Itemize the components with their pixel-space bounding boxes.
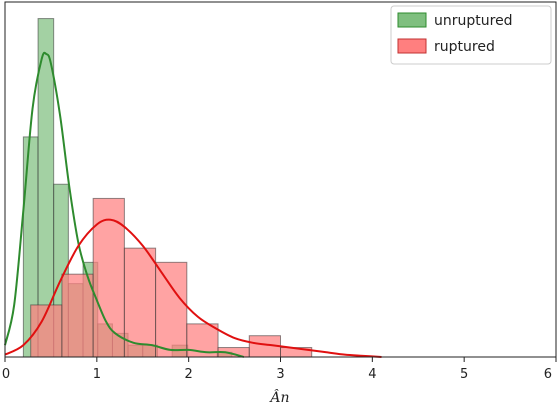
- x-tick-label-1: 1: [93, 367, 101, 382]
- x-axis-label: Ân: [268, 388, 289, 406]
- legend-swatch-ruptured: [397, 38, 427, 54]
- x-tick-label-3: 3: [276, 367, 284, 382]
- x-tick-label-2: 2: [185, 367, 193, 382]
- x-tick-label-0: 0: [2, 367, 10, 382]
- legend-label-unruptured: unruptured: [434, 13, 513, 29]
- bar-ruptured-2: [92, 197, 125, 358]
- kde-curves: [4, 51, 382, 358]
- x-axis-ticks: 0 1 2 3 4 5 6: [2, 357, 557, 382]
- legend-swatch-unruptured: [397, 12, 427, 28]
- bar-ruptured-4: [155, 261, 188, 358]
- x-tick-label-4: 4: [368, 367, 376, 382]
- legend: unruptured ruptured: [390, 5, 552, 65]
- x-tick-label-5: 5: [460, 367, 468, 382]
- kde-line-unruptured: [4, 51, 245, 358]
- bar-ruptured-3: [123, 247, 157, 358]
- bar-ruptured-1: [61, 273, 94, 358]
- x-tick-label-6: 6: [544, 367, 552, 382]
- legend-box: [390, 5, 552, 65]
- histogram-bars: [22, 18, 313, 358]
- kde-line-ruptured: [4, 218, 382, 358]
- legend-label-ruptured: ruptured: [434, 39, 495, 55]
